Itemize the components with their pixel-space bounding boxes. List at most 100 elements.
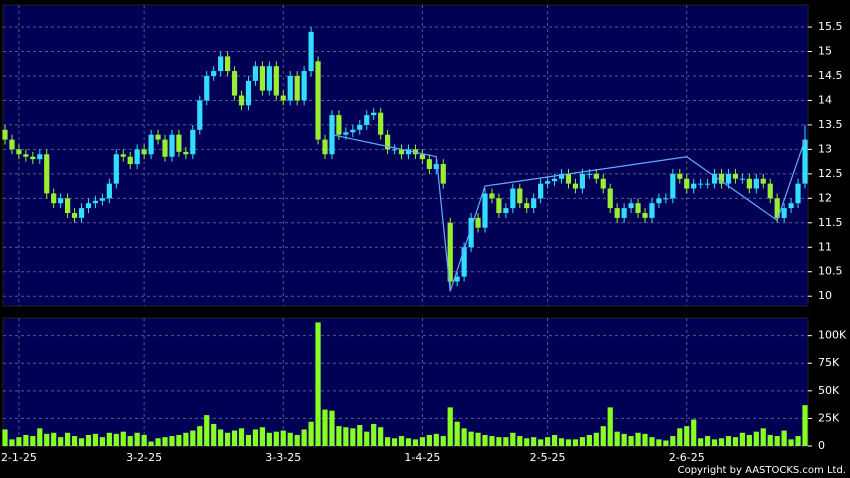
volume-bar (204, 415, 210, 446)
volume-bar (725, 436, 732, 446)
volume-bar (510, 432, 516, 446)
x-tick-label: 2-1-25 (1, 451, 37, 464)
candle-body (294, 75, 300, 101)
y-tick-label: 10.5 (818, 265, 843, 278)
volume-bar (774, 436, 780, 446)
overlay-line (331, 134, 806, 292)
volume-bar (412, 439, 419, 446)
volume-bar (426, 434, 432, 446)
candle-body (405, 149, 412, 155)
candle-body (371, 112, 377, 116)
volume-bar (503, 437, 509, 446)
volume-bar (141, 434, 147, 446)
volume-bar (211, 423, 217, 446)
candle-body (65, 198, 71, 214)
candle-body (705, 183, 711, 185)
candle-body (802, 139, 808, 184)
candle-body (30, 156, 36, 160)
volume-bar (273, 431, 279, 446)
volume-bar (579, 437, 585, 446)
candle-body (169, 134, 175, 157)
volume-bar (71, 436, 78, 446)
candle-body (718, 173, 725, 184)
volume-bar (419, 437, 425, 446)
candle-body (746, 178, 752, 189)
volume-bar (315, 322, 321, 446)
x-tick-label: 2-6-25 (669, 451, 705, 464)
volume-bar (350, 428, 356, 446)
candle-body (252, 66, 259, 81)
candle-body (489, 193, 495, 199)
candle-body (572, 183, 579, 189)
volume-bar (252, 429, 259, 446)
candle-body (343, 132, 349, 135)
volume-bar (301, 429, 307, 446)
candle-body (92, 200, 99, 204)
volume-bar (684, 426, 690, 446)
candle-body (176, 134, 182, 152)
candle-body (155, 134, 161, 140)
volume-bar (565, 439, 572, 446)
candle-body (204, 75, 210, 101)
volume-panel (2, 317, 809, 447)
volume-bar (44, 433, 50, 446)
volume-bar (663, 440, 669, 446)
candle-body (440, 164, 446, 184)
volume-bar (732, 437, 739, 446)
volume-bar (447, 407, 453, 446)
candle-body (9, 139, 15, 150)
candle-body (106, 183, 112, 199)
volume-bar (795, 436, 801, 446)
candle-body (538, 183, 544, 199)
volume-bar (231, 430, 238, 446)
y-tick-label: 0 (818, 439, 825, 452)
candle-body (23, 154, 29, 157)
volume-bar (113, 433, 119, 446)
candle-body (336, 115, 342, 135)
y-tick-label: 75K (818, 356, 840, 369)
volume-bar (259, 427, 265, 446)
volume-bar (308, 421, 314, 446)
volume-bar (405, 438, 412, 446)
y-tick-label: 11 (818, 240, 832, 253)
volume-bar (162, 437, 168, 446)
candle-body (350, 129, 356, 133)
candle-body (51, 193, 57, 204)
volume-bar (183, 432, 189, 446)
volume-bar (30, 436, 36, 446)
volume-bar (524, 438, 530, 446)
candle-body (545, 181, 551, 184)
volume-bar (78, 438, 85, 446)
volume-bar (711, 439, 718, 446)
candle-body (44, 154, 50, 194)
candle-body (259, 66, 265, 91)
volume-bar (802, 405, 808, 446)
volume-bar (698, 438, 704, 446)
volume-bar (781, 430, 787, 446)
candle-body (287, 75, 293, 101)
candle-body (614, 208, 620, 218)
candle-body (190, 129, 196, 155)
volume-bar (58, 437, 64, 446)
candle-body (732, 173, 739, 179)
x-tick-label: 2-5-25 (530, 451, 566, 464)
y-tick-label: 11.5 (818, 216, 843, 229)
volume-bar (9, 439, 15, 446)
candle-body (16, 149, 22, 155)
x-tick-label: 1-4-25 (404, 451, 440, 464)
y-tick-label: 100K (818, 329, 847, 342)
y-tick-label: 12 (818, 191, 832, 204)
candle-body (78, 208, 85, 218)
x-tick-label: 3-2-25 (126, 451, 162, 464)
candle-body (649, 203, 655, 218)
candle-body (141, 149, 147, 155)
candle-body (621, 208, 627, 218)
candle-body (503, 208, 509, 214)
volume-bar (218, 429, 224, 446)
volume-bar (238, 428, 245, 446)
candle-body (322, 139, 328, 155)
volume-bar (37, 428, 43, 446)
volume-bar (760, 428, 766, 446)
volume-bar (85, 434, 92, 446)
